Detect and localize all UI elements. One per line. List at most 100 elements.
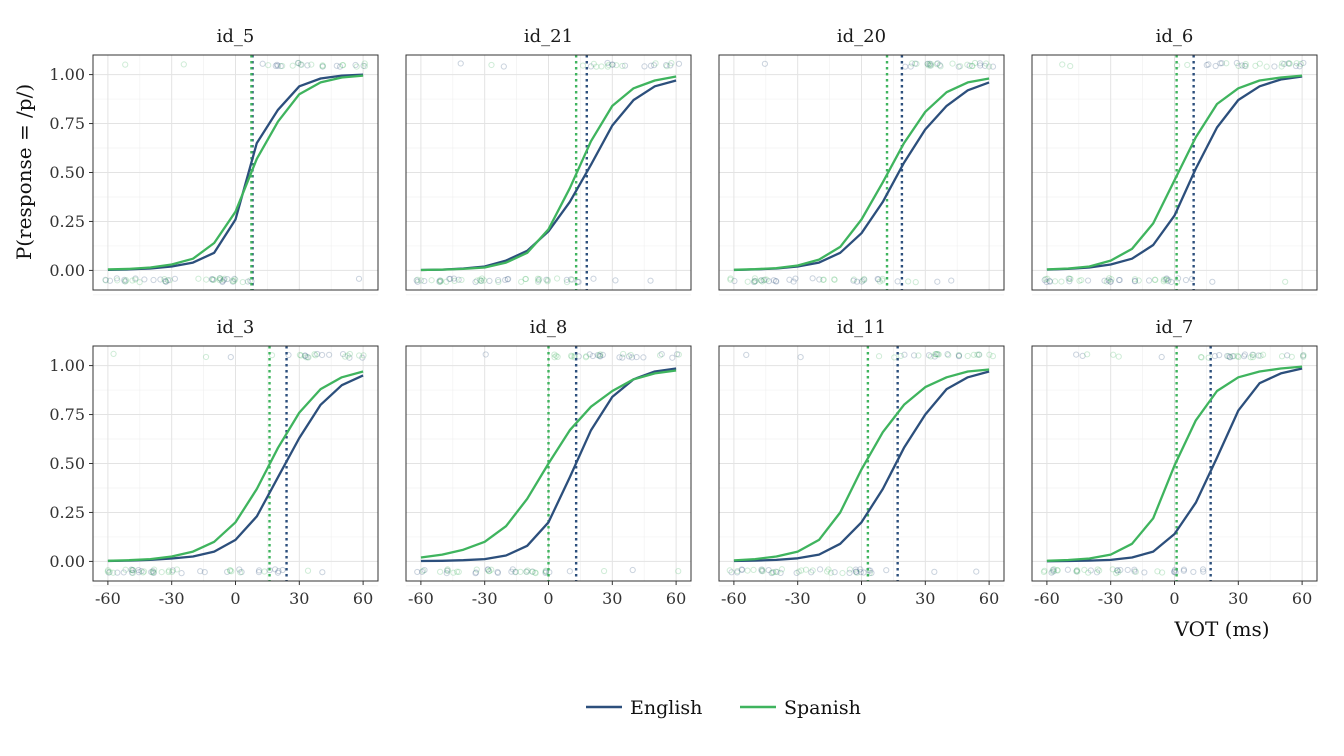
response-point <box>1152 276 1159 283</box>
response-point <box>658 350 665 358</box>
response-point <box>931 568 938 575</box>
response-point <box>136 279 143 286</box>
response-point <box>1249 354 1257 361</box>
response-point <box>590 60 597 67</box>
response-point <box>304 354 311 361</box>
response-point <box>457 60 464 67</box>
response-point <box>597 353 604 360</box>
response-point <box>314 350 321 358</box>
response-point <box>902 63 909 70</box>
response-point <box>1300 353 1307 360</box>
response-point <box>488 61 495 69</box>
response-point <box>827 569 834 576</box>
response-point <box>1040 568 1048 576</box>
series-line-spanish <box>1046 74 1303 271</box>
facet-label: id_11 <box>837 317 886 338</box>
response-point <box>436 278 443 285</box>
response-point <box>936 62 943 69</box>
response-point <box>760 277 768 284</box>
response-point <box>647 277 654 284</box>
response-point <box>542 568 550 575</box>
response-point <box>816 276 823 283</box>
response-point <box>443 567 451 574</box>
response-point <box>758 566 765 573</box>
response-point <box>1124 566 1131 574</box>
response-point <box>752 277 759 285</box>
response-point <box>110 569 117 576</box>
response-point <box>114 277 121 284</box>
response-point <box>444 567 451 574</box>
response-point <box>339 350 347 358</box>
series-line-english <box>733 370 990 563</box>
response-point <box>305 354 312 361</box>
response-point <box>743 351 750 358</box>
response-point <box>727 275 734 282</box>
response-point <box>927 62 935 69</box>
response-point <box>1058 278 1065 285</box>
response-point <box>925 62 932 69</box>
response-point <box>1067 62 1074 70</box>
response-point <box>508 568 515 575</box>
response-point <box>279 566 286 574</box>
response-point <box>509 566 516 573</box>
response-point <box>114 569 121 576</box>
response-point <box>593 63 600 70</box>
response-point <box>964 61 971 68</box>
response-point <box>628 354 636 361</box>
response-point <box>910 352 918 359</box>
response-point <box>968 62 976 70</box>
response-point <box>1117 566 1124 574</box>
response-point <box>128 569 136 576</box>
response-point <box>451 277 458 284</box>
legend-label: English <box>630 697 702 719</box>
response-point <box>768 569 775 577</box>
response-point <box>728 569 735 576</box>
response-point <box>277 62 284 70</box>
response-point <box>476 276 484 283</box>
response-point <box>209 276 216 283</box>
response-point <box>629 566 636 574</box>
response-point <box>319 62 326 69</box>
response-point <box>604 59 611 67</box>
response-point <box>820 276 827 283</box>
response-point <box>1263 63 1270 70</box>
response-point <box>450 569 457 576</box>
response-point <box>274 62 281 69</box>
response-point <box>738 566 745 573</box>
response-point <box>976 351 983 358</box>
response-point <box>230 277 238 285</box>
response-point <box>302 352 309 359</box>
response-point <box>809 275 816 282</box>
x-tick-label: 30 <box>1228 589 1248 608</box>
response-point <box>553 275 561 282</box>
response-point <box>974 351 981 358</box>
response-point <box>949 60 956 67</box>
y-tick-label: 0.75 <box>49 114 85 133</box>
response-point <box>866 570 873 577</box>
response-point <box>1081 566 1088 573</box>
response-point <box>472 569 480 576</box>
response-point <box>798 567 805 574</box>
response-point <box>1162 276 1169 283</box>
response-point <box>443 278 450 285</box>
response-point <box>1085 569 1092 576</box>
response-point <box>598 63 605 70</box>
response-point <box>210 276 217 284</box>
series-line-english <box>1046 367 1303 563</box>
response-point <box>151 566 158 573</box>
response-point <box>304 567 312 574</box>
x-tick-label: -30 <box>1098 589 1124 608</box>
response-point <box>1234 352 1241 360</box>
response-point <box>1271 63 1278 70</box>
response-point <box>759 566 766 573</box>
response-point <box>261 568 268 575</box>
response-point <box>1131 278 1139 285</box>
response-point <box>1158 353 1165 361</box>
response-point <box>759 278 766 285</box>
response-point <box>1159 569 1166 576</box>
facet-label: id_7 <box>1156 317 1194 338</box>
response-point <box>162 278 169 285</box>
response-point <box>443 570 450 577</box>
response-point <box>150 276 157 284</box>
response-point <box>494 277 502 284</box>
